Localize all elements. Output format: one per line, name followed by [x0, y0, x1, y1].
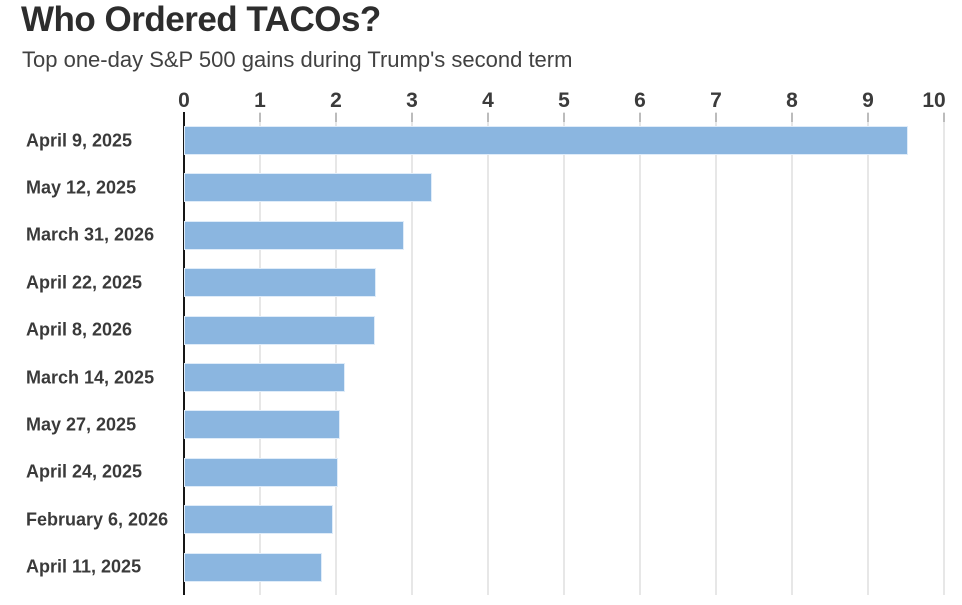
x-gridline	[639, 112, 641, 595]
bar	[184, 505, 333, 535]
bar	[184, 410, 340, 440]
x-tick-label: 4	[482, 89, 494, 112]
x-gridline	[411, 112, 413, 595]
bar	[184, 173, 432, 203]
bar	[184, 552, 322, 582]
category-label: April 11, 2025	[26, 556, 142, 577]
bar	[184, 126, 908, 155]
x-tick-mark	[791, 113, 793, 122]
bar	[184, 268, 376, 298]
y-axis-line	[182, 112, 185, 595]
x-tick-mark	[487, 113, 489, 122]
x-tick-mark	[259, 113, 261, 122]
category-label: March 14, 2025	[26, 367, 155, 387]
x-tick-mark	[715, 113, 717, 122]
x-tick-label: 2	[330, 89, 342, 112]
x-tick-label: 8	[786, 89, 798, 112]
bar	[184, 457, 339, 487]
x-tick-label: 9	[862, 89, 874, 112]
x-gridline	[259, 112, 261, 595]
x-gridline	[943, 112, 945, 595]
category-label: April 8, 2026	[26, 319, 133, 340]
x-tick-label: 7	[710, 89, 722, 112]
x-tick-label: 5	[558, 89, 570, 112]
x-tick-mark	[335, 113, 337, 122]
x-tick-label: 1	[254, 89, 266, 112]
x-tick-mark	[867, 113, 869, 122]
category-label: April 24, 2025	[26, 461, 143, 482]
x-tick-mark	[411, 113, 413, 122]
category-label: March 31, 2026	[26, 224, 155, 245]
x-tick-mark	[563, 113, 565, 122]
x-tick-label: 10	[922, 89, 946, 112]
x-gridline	[563, 112, 565, 595]
category-label: May 12, 2025	[26, 177, 137, 198]
category-label: May 27, 2025	[26, 414, 137, 435]
x-gridline	[791, 112, 793, 595]
category-label: February 6, 2026	[26, 509, 169, 530]
category-label: April 9, 2025	[26, 130, 133, 150]
x-tick-label: 6	[634, 89, 646, 112]
bar	[184, 363, 346, 392]
x-gridline	[867, 112, 869, 595]
x-tick-label: 0	[178, 89, 190, 112]
x-tick-label: 3	[406, 89, 418, 112]
chart-subtitle: Top one-day S&P 500 gains during Trump's…	[22, 47, 573, 72]
bar	[184, 315, 375, 345]
x-gridline	[335, 112, 337, 595]
x-gridline	[487, 112, 489, 595]
x-gridline	[715, 112, 717, 595]
category-label: April 22, 2025	[26, 272, 143, 293]
x-tick-mark	[943, 113, 945, 122]
x-tick-mark	[639, 113, 641, 122]
bar	[184, 220, 405, 250]
chart-title: Who Ordered TACOs?	[21, 0, 381, 39]
